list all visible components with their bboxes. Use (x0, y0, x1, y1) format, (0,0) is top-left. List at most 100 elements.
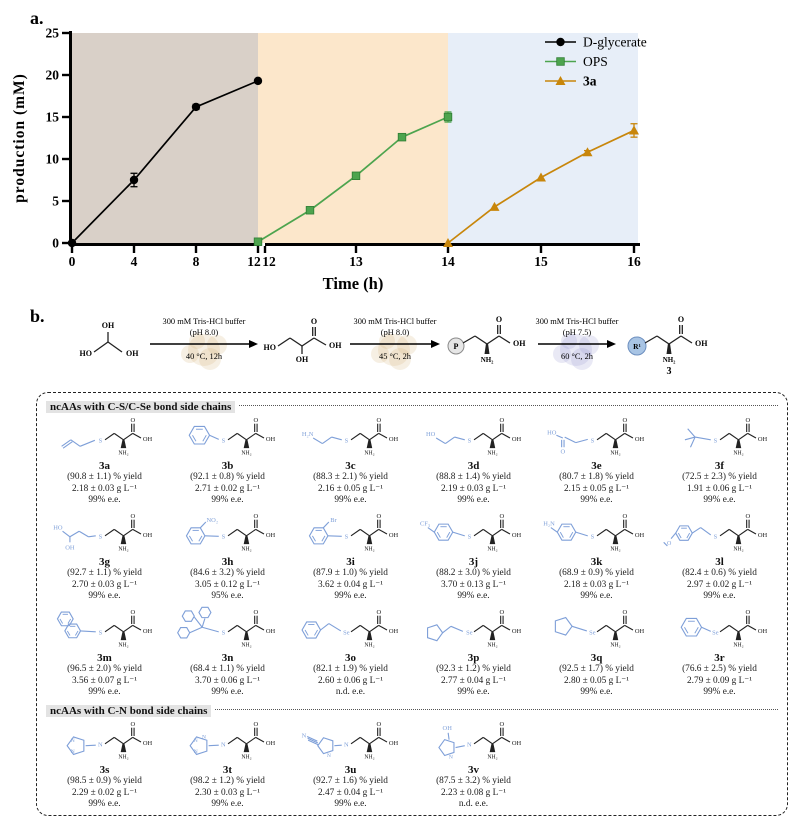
svg-text:N: N (467, 742, 472, 749)
atom-label: HO (80, 349, 92, 358)
svg-text:OH: OH (511, 740, 521, 747)
reaction-arrow: 300 mM Tris-HCl buffer (pH 8.0) 40 °C, 12h (150, 317, 258, 370)
compound-yield-3g: (92.7 ± 1.1) % yield (67, 568, 142, 579)
compound-titer-3a: 2.18 ± 0.03 g L⁻¹ (72, 483, 137, 494)
compound-label-3f: 3f (714, 460, 725, 472)
legend-label-3a: 3a (583, 74, 597, 89)
svg-text:OH: OH (65, 545, 75, 552)
compound-yield-3r: (76.6 ± 2.5) % yield (682, 664, 757, 675)
structure-3q: Se NH₂ O OH (554, 609, 644, 649)
section-head-cn: ncAAs with C-N bond side chains (46, 705, 778, 717)
svg-text:NH₂: NH₂ (610, 643, 620, 649)
svg-text:S: S (344, 438, 348, 445)
compound-titer-3o: 2.60 ± 0.06 g L⁻¹ (318, 675, 383, 686)
compound-label-3m: 3m (97, 652, 112, 664)
arrow-ph-text: (pH 7.5) (563, 328, 592, 337)
x-tick-label: 0 (69, 254, 76, 269)
chart-region-2 (448, 33, 638, 243)
structure-3r: Se NH₂ O OH (680, 609, 767, 649)
svg-text:S: S (713, 534, 717, 541)
compound-titer-3e: 2.15 ± 0.05 g L⁻¹ (564, 483, 629, 494)
compound-titer-3b: 2.71 ± 0.02 g L⁻¹ (195, 483, 260, 494)
svg-text:O: O (499, 721, 504, 728)
svg-text:NH₂: NH₂ (733, 451, 743, 457)
svg-text:N: N (221, 742, 226, 749)
svg-text:NH₂: NH₂ (118, 547, 128, 553)
atom-label: O (496, 315, 502, 324)
timecourse-chart: 0 5 10 15 20 25 0 4 8 12 12 13 14 15 16 Time (h) product… (11, 26, 647, 294)
compound-yield-3v: (87.5 ± 3.2) % yield (436, 776, 511, 787)
section-title-cn: ncAAs with C-N bond side chains (46, 705, 212, 717)
svg-text:O: O (130, 417, 135, 424)
svg-text:NH₂: NH₂ (487, 755, 497, 761)
compound-ee-3t: 99% e.e. (211, 799, 244, 810)
compound-label-3e: 3e (591, 460, 602, 472)
svg-text:NH₂: NH₂ (241, 451, 251, 457)
compound-label-3k: 3k (590, 556, 603, 568)
svg-text:HO: HO (425, 431, 435, 438)
svg-text:S: S (98, 630, 102, 637)
svg-text:N: N (326, 753, 330, 759)
compound-ee-3m: 99% e.e. (88, 687, 121, 698)
dotted-leader (239, 405, 778, 406)
structure-3j: CF₃ S NH₂ O OH (419, 513, 521, 553)
structure-3v: N OH N NH₂ O OH (437, 721, 521, 761)
arrow-buffer-text: 300 mM Tris-HCl buffer (536, 317, 619, 326)
structure-3n: S NH₂ O OH (176, 606, 275, 649)
svg-text:O: O (130, 609, 135, 616)
svg-text:H₂N: H₂N (301, 431, 313, 438)
atom-label: OH (102, 321, 115, 330)
compound-titer-3v: 2.23 ± 0.08 g L⁻¹ (441, 787, 506, 798)
compound-yield-3q: (92.5 ± 1.7) % yield (559, 664, 634, 675)
svg-text:S: S (467, 534, 471, 541)
legend-label-ops: OPS (583, 54, 608, 69)
svg-text:HO: HO (53, 524, 63, 531)
atom-label: OH (695, 339, 708, 348)
svg-text:Se: Se (343, 630, 350, 637)
compound-titer-3s: 2.29 ± 0.02 g L⁻¹ (72, 787, 137, 798)
svg-text:N: N (448, 755, 452, 761)
x-tick-label: 12 (262, 254, 276, 269)
compound-ee-3r: 99% e.e. (703, 687, 736, 698)
svg-text:OH: OH (511, 436, 521, 443)
compound-titer-3g: 2.70 ± 0.03 g L⁻¹ (72, 579, 137, 590)
arrow-cond-text: 60 °C, 2h (561, 352, 594, 361)
compound-card-3b: S NH₂ O OH 3b (92.1 ± 0.8) % yield 2.71 ± 0.02… (167, 414, 288, 510)
svg-text:O: O (130, 513, 135, 520)
compound-label-3j: 3j (468, 556, 479, 568)
compound-yield-3t: (98.2 ± 1.2) % yield (190, 776, 265, 787)
svg-text:N: N (70, 738, 74, 744)
compound-titer-3h: 3.05 ± 0.12 g L⁻¹ (195, 579, 260, 590)
compound-label-3c: 3c (345, 460, 356, 472)
compound-label-3u: 3u (344, 764, 357, 776)
compound-yield-3o: (82.1 ± 1.9) % yield (313, 664, 388, 675)
svg-text:NH₂: NH₂ (118, 755, 128, 761)
svg-text:NH₂: NH₂ (733, 547, 743, 553)
reaction-scheme: HO OH OH 300 mM Tris-HCl buffer (pH 8.0) 40 °… (80, 315, 709, 377)
reaction-arrow: 300 mM Tris-HCl buffer (pH 7.5) 60 °C, 2h (536, 317, 619, 370)
chart-series-d-glycerate (67, 76, 263, 248)
atom-label: OH (126, 349, 139, 358)
compound-yield-3d: (88.8 ± 1.4) % yield (436, 472, 511, 483)
arrow-buffer-text: 300 mM Tris-HCl buffer (354, 317, 437, 326)
compound-label-3v: 3v (468, 764, 479, 776)
compound-card-3l: O S NH₂ O OH 3l (82.4 ± 0.6) % yield 2.97 ± 0.0… (659, 510, 780, 606)
x-tick-label: 4 (131, 254, 138, 269)
svg-text:NH₂: NH₂ (733, 643, 743, 649)
svg-text:OH: OH (757, 628, 767, 635)
compound-card-3n: S NH₂ O OH 3n (68.4 ± 1.1) % yield 3.70 ± 0.06… (167, 606, 288, 702)
svg-text:OH: OH (265, 740, 275, 747)
compound-card-3g: HO OH S NH₂ O OH 3g (92.7 ± 1.1) % yield 2.70 ± … (44, 510, 165, 606)
y-tick-label: 25 (46, 26, 60, 41)
compound-card-3k: H₂N S NH₂ O OH 3k (68.9 ± 0.9) % yield 2.18 ± 0… (536, 510, 657, 606)
svg-text:O: O (622, 609, 627, 616)
atom-label: HO (264, 343, 276, 352)
svg-text:NH₂: NH₂ (364, 643, 374, 649)
svg-text:O: O (622, 513, 627, 520)
svg-text:N: N (98, 742, 103, 749)
y-tick-label: 5 (52, 194, 59, 209)
compound-label-3b: 3b (221, 460, 234, 472)
compound-card-3e: HO O S NH₂ O OH 3e (80.7 ± 1.8) % yield 2.15 ± 0… (536, 414, 657, 510)
compound-card-3d: HO S NH₂ O OH 3d (88.8 ± 1.4) % yield 2.19 ± 0.… (413, 414, 534, 510)
compound-ee-3l: 99% e.e. (703, 591, 736, 602)
